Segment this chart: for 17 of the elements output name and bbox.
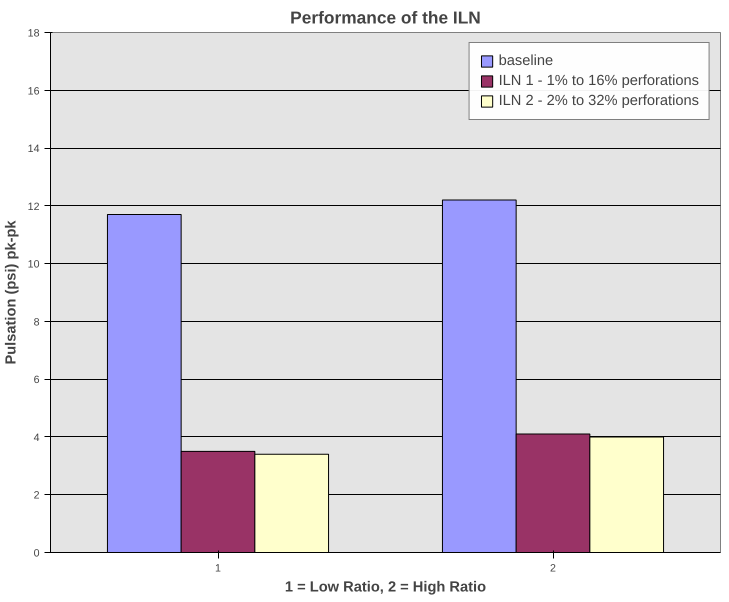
y-tick-label: 16 bbox=[28, 85, 40, 98]
legend-label: ILN 1 - 1% to 16% perforations bbox=[498, 73, 699, 89]
y-tick-label: 8 bbox=[34, 316, 40, 328]
y-tick-label: 14 bbox=[28, 143, 40, 156]
y-tick-label: 4 bbox=[34, 432, 40, 444]
y-tick-label: 12 bbox=[28, 200, 40, 213]
y-tick-label: 10 bbox=[28, 258, 40, 271]
x-tick-label: 1 bbox=[215, 562, 222, 574]
x-axis-title: 1 = Low Ratio, 2 = High Ratio bbox=[284, 580, 486, 596]
legend-label: baseline bbox=[498, 53, 554, 69]
y-tick-label: 6 bbox=[34, 374, 40, 386]
y-axis-title: Pulsation (psi) pk-pk bbox=[4, 220, 20, 365]
y-tick-label: 2 bbox=[34, 490, 40, 502]
legend-label: ILN 2 - 2% to 32% perforations bbox=[498, 93, 699, 109]
chart-title: Performance of the ILN bbox=[290, 8, 481, 28]
y-tick-label: 18 bbox=[28, 28, 40, 40]
y-tick-label: 0 bbox=[34, 548, 40, 560]
